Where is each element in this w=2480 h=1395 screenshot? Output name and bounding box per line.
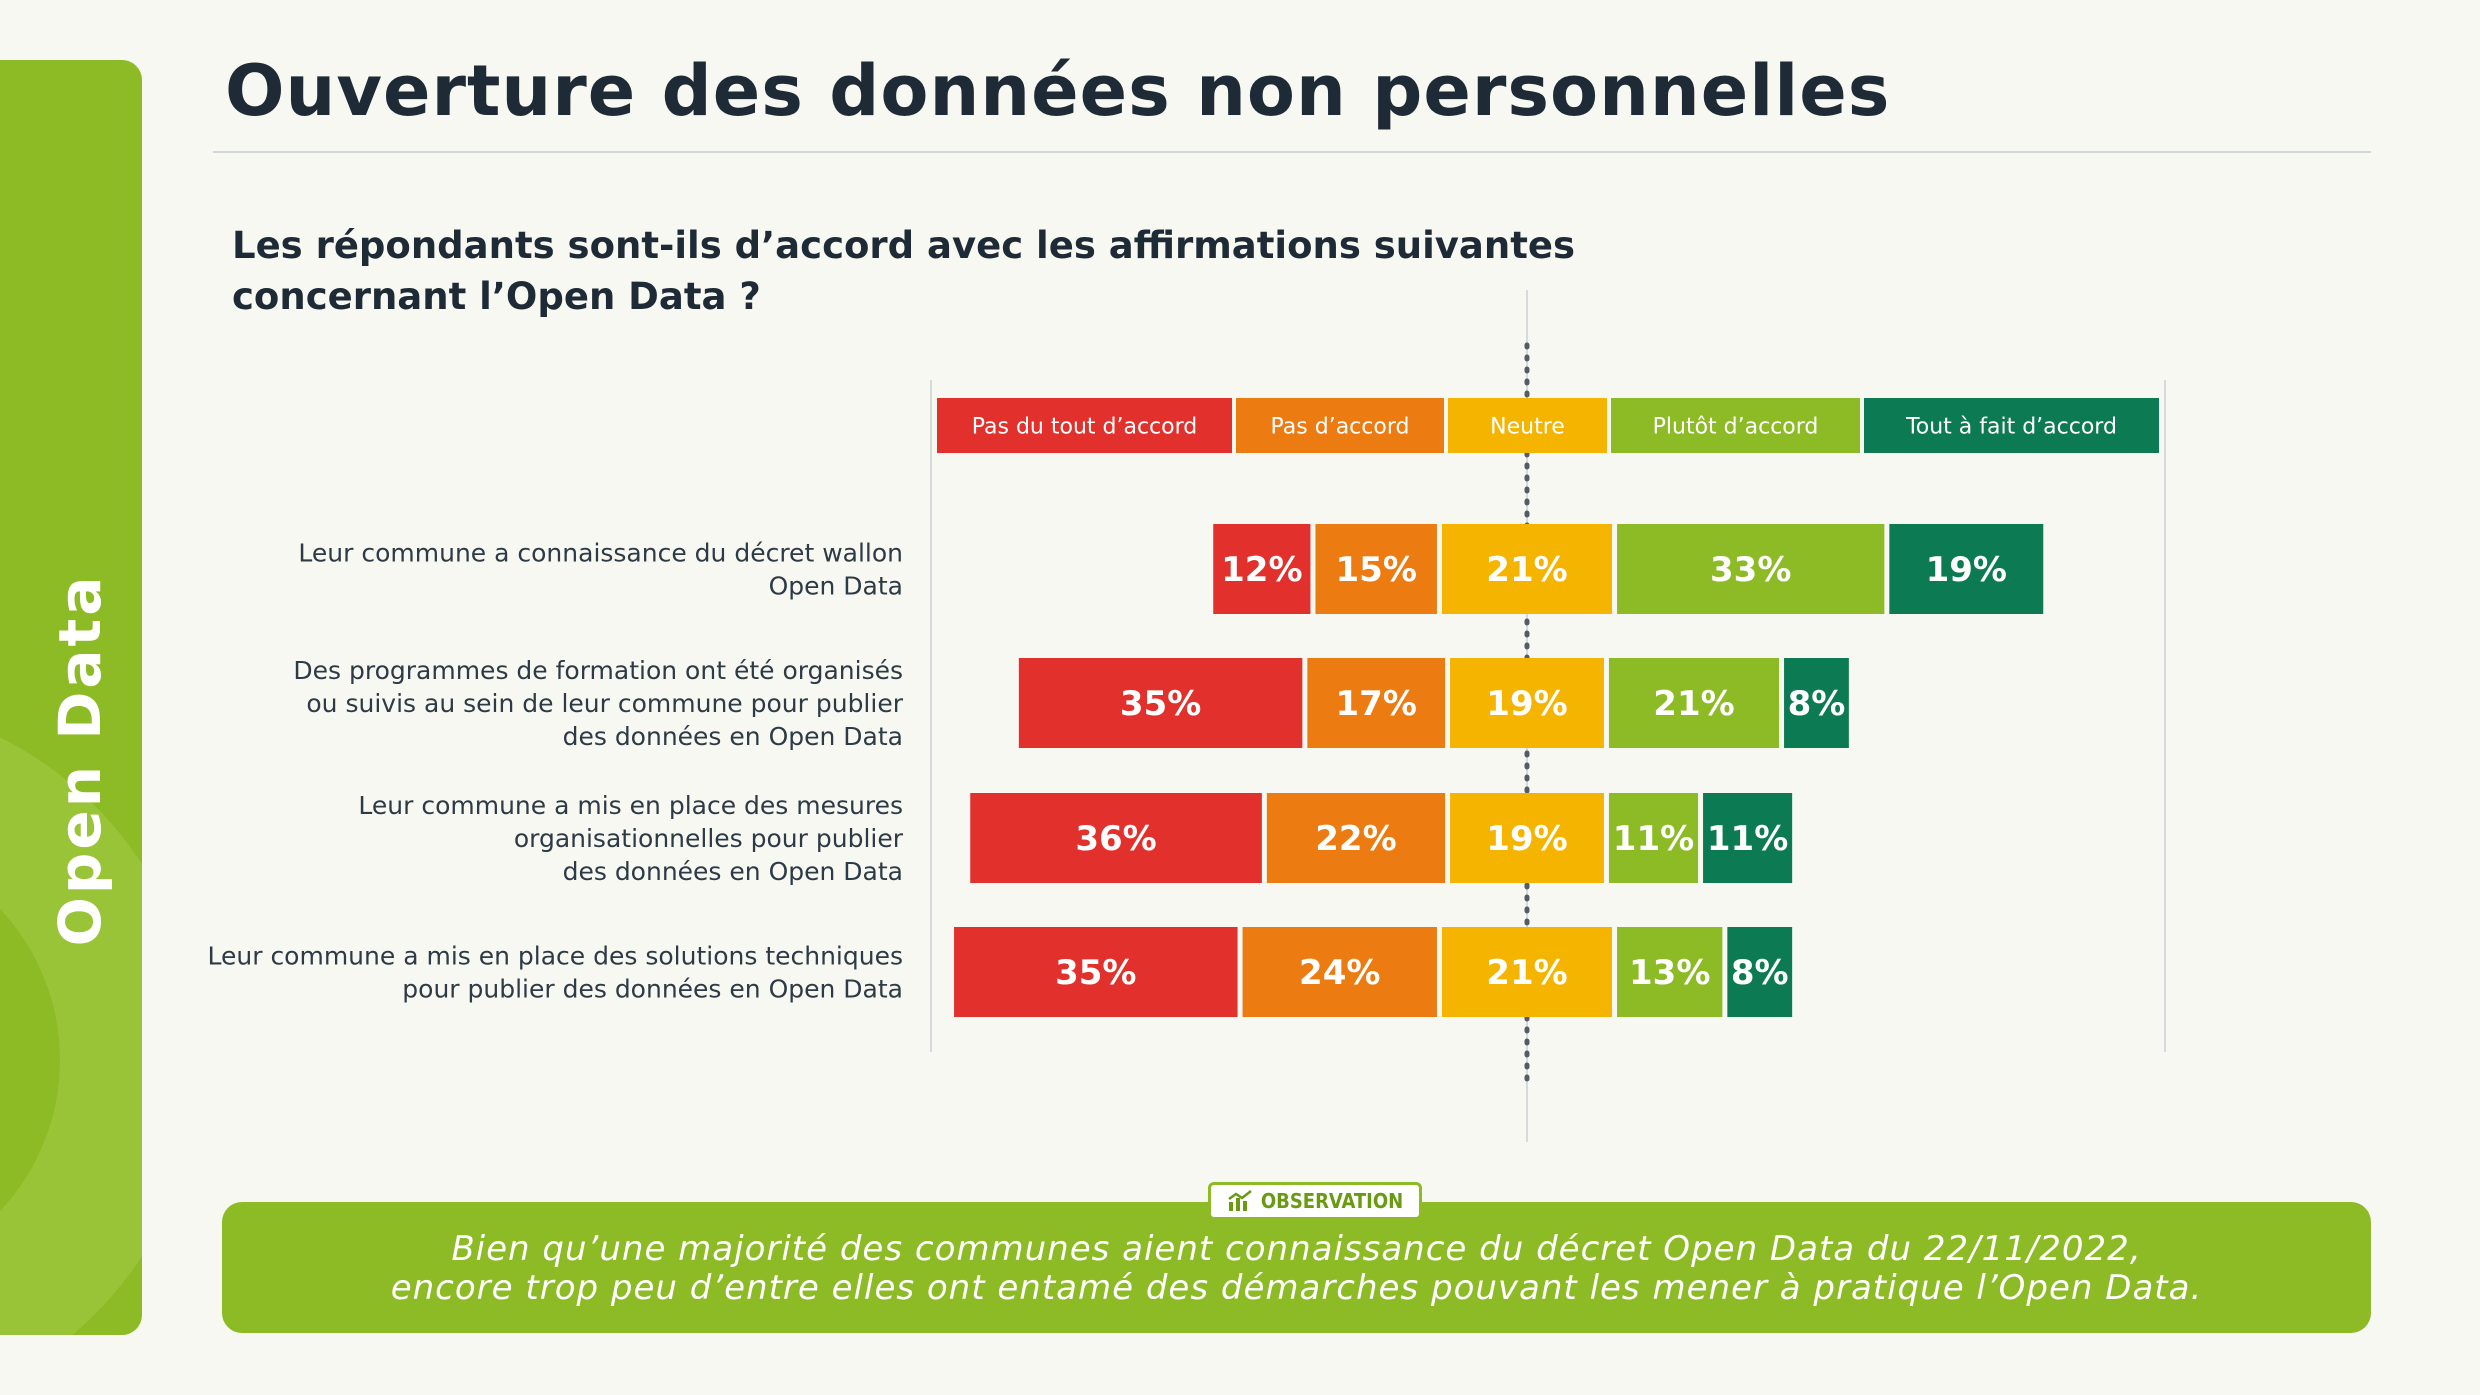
- page-title: Ouverture des données non personnelles: [225, 50, 1891, 132]
- legend-swatch: [1448, 398, 1607, 453]
- observation-badge-label: OBSERVATION: [1260, 1189, 1404, 1213]
- observation-box: Bien qu’une majorité des communes aient …: [222, 1202, 2371, 1333]
- bar-segment: [1608, 793, 1699, 883]
- bar-segment: [1727, 927, 1793, 1017]
- bar-value-label: 11%: [1613, 819, 1694, 859]
- observation-badge: OBSERVATION: [1208, 1182, 1422, 1220]
- bar-segment: [1608, 658, 1780, 748]
- category-label: Leur commune a connaissance du décret wa…: [298, 539, 903, 568]
- legend-label: Pas d’accord: [1271, 415, 1410, 440]
- legend-label: Pas du tout d’accord: [972, 415, 1197, 440]
- bar-value-label: 8%: [1731, 953, 1789, 993]
- bar-segment: [1307, 658, 1446, 748]
- bar-value-label: 21%: [1486, 550, 1567, 590]
- bar-segment: [1213, 524, 1311, 614]
- bar-segment: [1315, 524, 1437, 614]
- category-label: Leur commune a mis en place des mesures: [358, 791, 903, 820]
- observation-line-2: encore trop peu d’entre elles ont entamé…: [390, 1268, 2203, 1308]
- category-label: Leur commune a mis en place des solution…: [208, 942, 904, 971]
- title-divider: [213, 151, 2371, 153]
- chart-icon: [1228, 1190, 1252, 1211]
- bar-segment: [1617, 927, 1723, 1017]
- bar-value-label: 33%: [1710, 550, 1791, 590]
- bar-segment: [954, 927, 1238, 1017]
- bar-value-label: 13%: [1629, 953, 1710, 993]
- bar-segment: [1450, 658, 1604, 748]
- legend-swatch: [1611, 398, 1860, 453]
- category-label: des données en Open Data: [563, 722, 903, 751]
- bar-value-label: 36%: [1075, 819, 1156, 859]
- bar-value-label: 19%: [1926, 550, 2007, 590]
- chart-question: Les répondants sont-ils d’accord avec le…: [232, 220, 1632, 322]
- category-label: pour publier des données en Open Data: [402, 975, 903, 1004]
- observation-line-1: Bien qu’une majorité des communes aient …: [451, 1229, 2142, 1269]
- bar-value-label: 17%: [1336, 684, 1417, 724]
- observation-text: Bien qu’une majorité des communes aient …: [222, 1230, 2371, 1308]
- legend-label: Tout à fait d’accord: [1905, 415, 2117, 440]
- category-label: organisationnelles pour publier: [514, 824, 904, 853]
- bar-segment: [1266, 793, 1446, 883]
- sidebar-tab: Open Data: [0, 60, 142, 1335]
- bar-value-label: 15%: [1336, 550, 1417, 590]
- bar-segment: [1018, 658, 1303, 748]
- legend-swatch: [937, 398, 1232, 453]
- category-label: ou suivis au sein de leur commune pour p…: [306, 689, 903, 718]
- bar-segment: [1450, 793, 1604, 883]
- legend-swatch: [1864, 398, 2159, 453]
- bar-value-label: 19%: [1486, 819, 1567, 859]
- bar-value-label: 22%: [1315, 819, 1396, 859]
- bar-segment: [1703, 793, 1793, 883]
- category-label: Open Data: [769, 572, 903, 601]
- bar-segment: [1889, 524, 2044, 614]
- bar-segment: [1242, 927, 1437, 1017]
- bar-segment: [1617, 524, 1885, 614]
- bar-value-label: 21%: [1653, 684, 1734, 724]
- bar-value-label: 11%: [1707, 819, 1788, 859]
- bar-value-label: 24%: [1299, 953, 1380, 993]
- bar-segment: [1441, 524, 1613, 614]
- bar-segment: [1441, 927, 1613, 1017]
- category-label: des données en Open Data: [563, 857, 903, 886]
- bar-segment: [1784, 658, 1849, 748]
- legend-label: Neutre: [1490, 415, 1565, 440]
- bar-value-label: 19%: [1486, 684, 1567, 724]
- bar-segment: [970, 793, 1262, 883]
- category-label: Des programmes de formation ont été orga…: [293, 656, 903, 685]
- bar-value-label: 12%: [1221, 550, 1302, 590]
- chart-question-line-1: Les répondants sont-ils d’accord avec le…: [232, 224, 1576, 267]
- bar-value-label: 35%: [1120, 684, 1201, 724]
- bar-value-label: 21%: [1486, 953, 1567, 993]
- legend-label: Plutôt d’accord: [1653, 415, 1819, 440]
- bar-value-label: 35%: [1055, 953, 1136, 993]
- bar-value-label: 8%: [1788, 684, 1846, 724]
- chart-question-line-2: concernant l’Open Data ?: [232, 275, 761, 318]
- legend-swatch: [1236, 398, 1444, 453]
